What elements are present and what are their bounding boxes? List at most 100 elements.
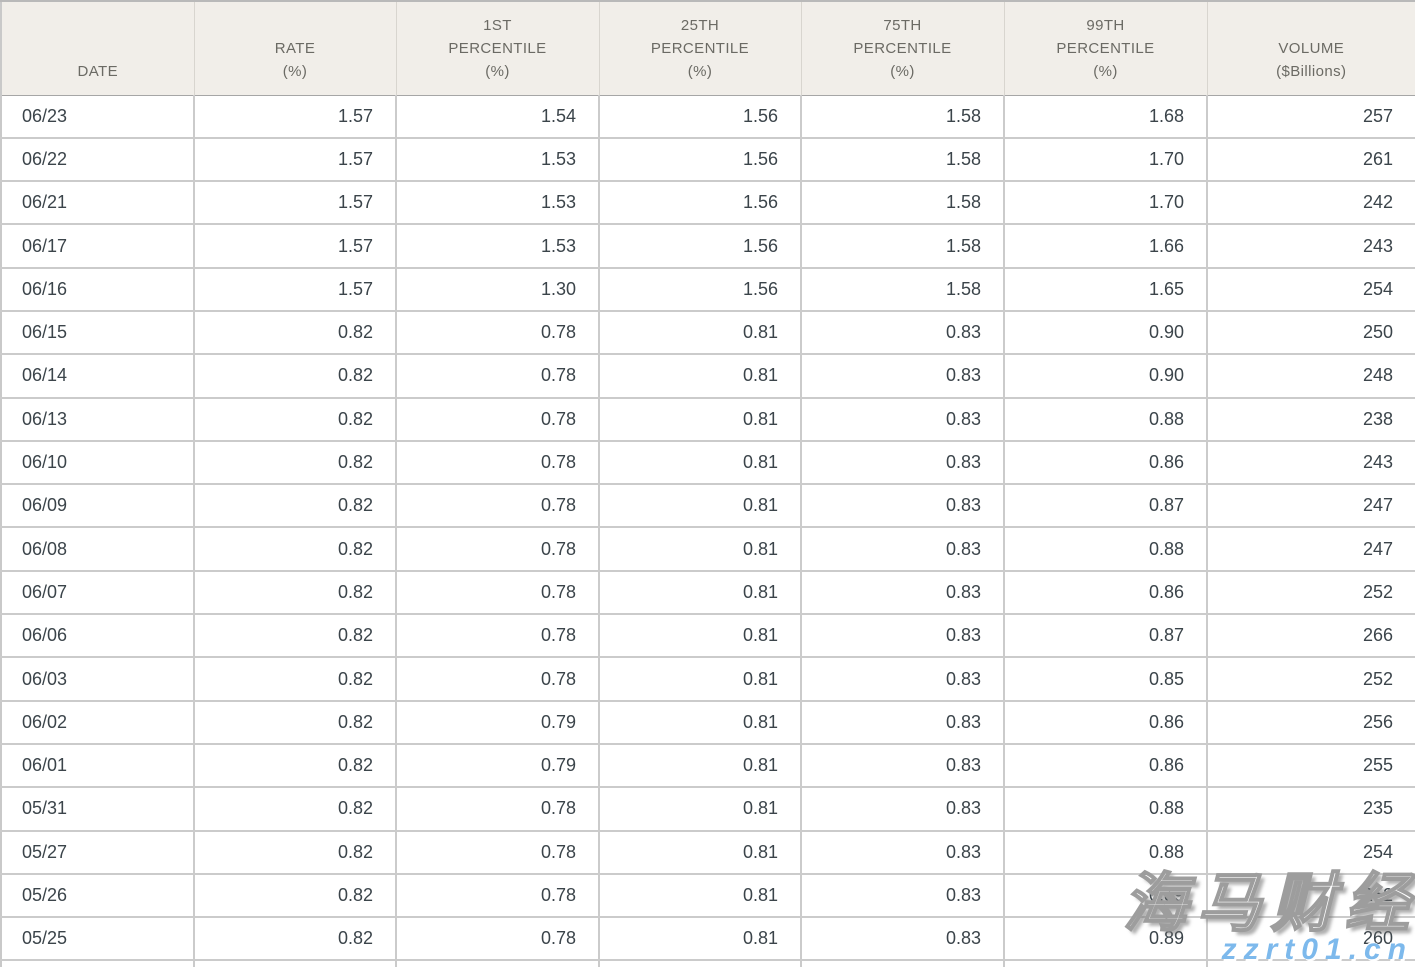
cell-p75: 0.83 bbox=[801, 743, 1005, 789]
cell-p99: 0.86 bbox=[1004, 440, 1208, 486]
cell-p99: 0.88 bbox=[1004, 787, 1208, 832]
cell-rate: 0.82 bbox=[194, 527, 397, 572]
cell-volume: 235 bbox=[1207, 787, 1415, 832]
cell-volume: 248 bbox=[1207, 354, 1415, 399]
cell-p99: 0.88 bbox=[1004, 830, 1208, 875]
cell-rate: 0.82 bbox=[194, 700, 397, 745]
cell-rate: 1.57 bbox=[194, 181, 397, 226]
cell-date: 06/01 bbox=[1, 743, 195, 789]
cell-p25: 1.56 bbox=[599, 137, 802, 183]
cell-date: 06/06 bbox=[1, 614, 195, 659]
cell-date: 06/10 bbox=[1, 440, 195, 486]
cell-p25: 0.81 bbox=[599, 397, 802, 442]
cell-p25: 0.81 bbox=[599, 527, 802, 572]
cell-p25: 0.81 bbox=[599, 614, 802, 659]
column-header-p25: 25TH PERCENTILE (%) bbox=[599, 1, 802, 96]
cell-date: 06/07 bbox=[1, 570, 195, 616]
cell-p01: 0.78 bbox=[396, 787, 600, 832]
cell-p01: 0.78 bbox=[396, 570, 600, 616]
cell-p25: 0.81 bbox=[599, 787, 802, 832]
table-row: 05/27 0.82 0.78 0.81 0.83 0.88 254 bbox=[1, 830, 1415, 875]
table-row: 05/25 0.82 0.78 0.81 0.83 0.89 260 bbox=[1, 917, 1415, 962]
cell-p25: 0.81 bbox=[599, 917, 802, 962]
cell-p25: 1.56 bbox=[599, 267, 802, 312]
table-row: 05/31 0.82 0.78 0.81 0.83 0.88 235 bbox=[1, 787, 1415, 832]
cell-p99: 1.70 bbox=[1004, 137, 1208, 183]
cell-volume: 255 bbox=[1207, 743, 1415, 789]
cell-p01: 1.53 bbox=[396, 137, 600, 183]
table-row bbox=[1, 960, 1415, 967]
cell-volume: 252 bbox=[1207, 657, 1415, 702]
cell-p25 bbox=[599, 960, 802, 967]
cell-date: 06/13 bbox=[1, 397, 195, 442]
cell-p01: 0.78 bbox=[396, 873, 600, 919]
cell-p25: 1.56 bbox=[599, 181, 802, 226]
cell-date: 06/23 bbox=[1, 95, 195, 139]
table-row: 06/21 1.57 1.53 1.56 1.58 1.70 242 bbox=[1, 181, 1415, 226]
cell-p99: 0.89 bbox=[1004, 917, 1208, 962]
cell-date: 05/25 bbox=[1, 917, 195, 962]
cell-p75: 1.58 bbox=[801, 137, 1005, 183]
cell-p01: 0.78 bbox=[396, 917, 600, 962]
cell-volume: 243 bbox=[1207, 440, 1415, 486]
cell-p99: 1.70 bbox=[1004, 181, 1208, 226]
cell-rate: 1.57 bbox=[194, 137, 397, 183]
cell-volume: 266 bbox=[1207, 614, 1415, 659]
cell-p01: 0.78 bbox=[396, 614, 600, 659]
cell-volume: 254 bbox=[1207, 267, 1415, 312]
table-row: 06/10 0.82 0.78 0.81 0.83 0.86 243 bbox=[1, 440, 1415, 486]
cell-p01: 0.78 bbox=[396, 527, 600, 572]
cell-volume: 250 bbox=[1207, 310, 1415, 356]
table-row: 06/23 1.57 1.54 1.56 1.58 1.68 257 bbox=[1, 95, 1415, 139]
cell-p99: 1.66 bbox=[1004, 224, 1208, 269]
table-row: 06/22 1.57 1.53 1.56 1.58 1.70 261 bbox=[1, 137, 1415, 183]
table-row: 06/02 0.82 0.79 0.81 0.83 0.86 256 bbox=[1, 700, 1415, 745]
column-header-volume: VOLUME ($Billions) bbox=[1207, 1, 1415, 96]
cell-p01 bbox=[396, 960, 600, 967]
table-row: 06/14 0.82 0.78 0.81 0.83 0.90 248 bbox=[1, 354, 1415, 399]
header-row: DATE RATE (%) 1ST PERCENTILE (%) 25TH PERCENTIL… bbox=[1, 1, 1415, 96]
cell-p99: 0.90 bbox=[1004, 354, 1208, 399]
cell-rate: 1.57 bbox=[194, 224, 397, 269]
cell-p01: 0.78 bbox=[396, 440, 600, 486]
cell-date: 06/08 bbox=[1, 527, 195, 572]
cell-rate: 0.82 bbox=[194, 570, 397, 616]
cell-p75: 0.83 bbox=[801, 440, 1005, 486]
cell-p01: 0.78 bbox=[396, 354, 600, 399]
cell-p75: 0.83 bbox=[801, 917, 1005, 962]
cell-volume: 242 bbox=[1207, 181, 1415, 226]
cell-p99: 1.68 bbox=[1004, 95, 1208, 139]
cell-p25: 0.81 bbox=[599, 657, 802, 702]
cell-p25: 0.81 bbox=[599, 354, 802, 399]
table-row: 06/17 1.57 1.53 1.56 1.58 1.66 243 bbox=[1, 224, 1415, 269]
cell-p25: 1.56 bbox=[599, 95, 802, 139]
cell-date: 06/14 bbox=[1, 354, 195, 399]
cell-p75: 0.83 bbox=[801, 614, 1005, 659]
cell-rate: 0.82 bbox=[194, 917, 397, 962]
cell-date: 06/22 bbox=[1, 137, 195, 183]
cell-p01: 0.78 bbox=[396, 830, 600, 875]
cell-p99: 1.65 bbox=[1004, 267, 1208, 312]
cell-date: 06/15 bbox=[1, 310, 195, 356]
cell-p75: 0.83 bbox=[801, 873, 1005, 919]
cell-volume: 261 bbox=[1207, 137, 1415, 183]
table-row: 06/07 0.82 0.78 0.81 0.83 0.86 252 bbox=[1, 570, 1415, 616]
column-header-date: DATE bbox=[1, 1, 195, 96]
cell-rate: 1.57 bbox=[194, 95, 397, 139]
cell-volume: 247 bbox=[1207, 484, 1415, 529]
cell-p25: 0.81 bbox=[599, 743, 802, 789]
cell-p01: 0.79 bbox=[396, 743, 600, 789]
cell-p25: 0.81 bbox=[599, 830, 802, 875]
cell-p01: 1.53 bbox=[396, 224, 600, 269]
cell-p99: 0.86 bbox=[1004, 570, 1208, 616]
cell-date: 05/27 bbox=[1, 830, 195, 875]
cell-rate: 0.82 bbox=[194, 830, 397, 875]
cell-p75: 0.83 bbox=[801, 570, 1005, 616]
cell-p25: 0.81 bbox=[599, 440, 802, 486]
cell-date bbox=[1, 960, 195, 967]
cell-p75 bbox=[801, 960, 1005, 967]
cell-date: 06/02 bbox=[1, 700, 195, 745]
cell-p99: 0.86 bbox=[1004, 743, 1208, 789]
cell-date: 05/26 bbox=[1, 873, 195, 919]
